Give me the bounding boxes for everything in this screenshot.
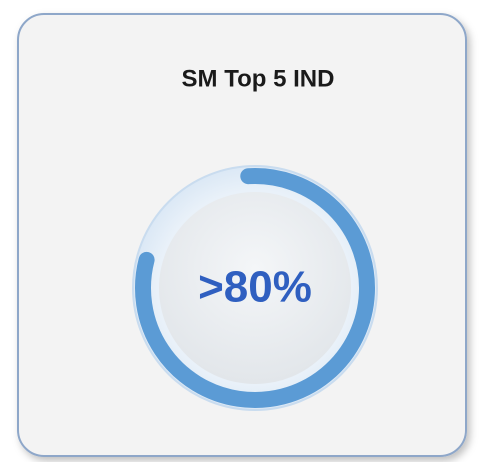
card-title: SM Top 5 IND bbox=[182, 65, 335, 92]
gauge-arc bbox=[135, 168, 375, 408]
gauge-inner bbox=[159, 192, 351, 384]
gauge-value-label: >80% bbox=[198, 263, 312, 312]
gauge bbox=[135, 168, 375, 408]
